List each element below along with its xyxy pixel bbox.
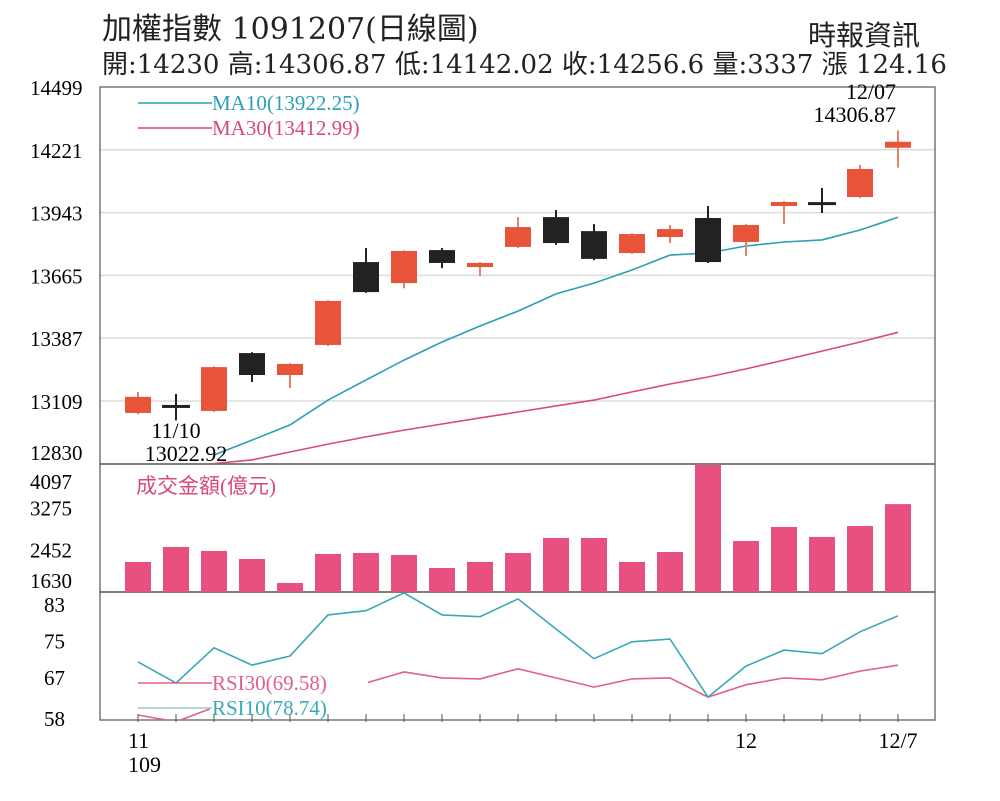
candle-body <box>429 250 455 263</box>
rsi30-legend: RSI30(69.58) <box>212 671 327 695</box>
volume-bar <box>163 547 189 592</box>
candle-body <box>808 202 836 206</box>
candle-body <box>505 227 531 247</box>
rsi-tick-label: 75 <box>44 629 65 653</box>
low-date-label: 11/10 <box>151 418 200 443</box>
price-tick-label: 12830 <box>30 441 83 465</box>
price-tick-label: 14221 <box>30 139 83 163</box>
price-tick-label: 13665 <box>30 264 83 288</box>
low-value-label: 13022.92 <box>145 441 228 466</box>
candle-body <box>353 262 379 293</box>
candle-body <box>277 363 303 376</box>
candle-body <box>467 262 493 268</box>
rsi10-legend: RSI10(78.74) <box>212 696 327 720</box>
candle-body <box>619 234 645 254</box>
candle-body <box>125 396 151 413</box>
volume-bar <box>733 540 759 592</box>
volume-bar <box>885 504 911 592</box>
candle-body <box>847 168 873 198</box>
volume-bar <box>809 536 835 592</box>
rsi10-line <box>137 592 899 699</box>
high-date-label: 12/07 <box>846 79 896 104</box>
x-label-year: 109 <box>128 752 161 777</box>
volume-bar <box>543 537 569 592</box>
rsi-tick-label: 83 <box>44 593 65 617</box>
volume-bar <box>239 559 265 592</box>
volume-bar <box>619 561 645 592</box>
volume-bar <box>429 568 455 592</box>
source-label: 時報資訊 <box>808 19 921 52</box>
candle-body <box>771 201 797 207</box>
high-value-label: 14306.87 <box>814 102 897 127</box>
volume-bar <box>505 552 531 592</box>
volume-bar <box>695 465 721 592</box>
x-label-start: 11 <box>128 728 149 753</box>
candle-body <box>201 367 227 411</box>
candle-body <box>733 225 759 242</box>
candle-body <box>162 404 190 408</box>
candle-body <box>581 231 607 259</box>
volume-bar <box>125 561 151 592</box>
volume-tick-label: 1630 <box>30 569 72 593</box>
ma10-legend: MA10(13922.25) <box>212 91 360 115</box>
x-label-end: 12/7 <box>878 728 917 753</box>
volume-bar <box>847 526 873 592</box>
rsi-tick-label: 67 <box>44 666 65 690</box>
candle-body <box>885 141 911 148</box>
volume-bar <box>467 561 493 592</box>
price-tick-label: 14499 <box>30 76 83 100</box>
candle-body <box>695 218 721 263</box>
ma10-line <box>213 216 899 456</box>
candle-body <box>239 353 265 376</box>
rsi-tick-label: 58 <box>44 707 65 731</box>
candle-body <box>543 217 569 244</box>
volume-bar <box>657 552 683 592</box>
volume-tick-label: 3275 <box>30 496 72 520</box>
volume-bar <box>353 552 379 592</box>
candle-body <box>391 250 417 284</box>
ma30-line <box>213 331 899 465</box>
price-tick-label: 13387 <box>30 327 83 351</box>
volume-bar <box>315 554 341 592</box>
price-tick-label: 13109 <box>30 390 83 414</box>
volume-bar <box>391 554 417 592</box>
chart-title: 加權指數 1091207(日線圖) <box>102 12 479 47</box>
volume-tick-label: 4097 <box>30 470 72 494</box>
volume-tick-label: 2452 <box>30 539 72 563</box>
candle-body <box>315 300 341 345</box>
volume-bar <box>581 537 607 592</box>
price-tick-label: 13943 <box>30 202 83 226</box>
rsi-legend-bg <box>210 668 368 714</box>
volume-bar <box>277 582 303 592</box>
quote-summary: 開:14230 高:14306.87 低:14142.02 收:14256.6 … <box>102 50 947 80</box>
candle-body <box>657 229 683 237</box>
ma30-legend: MA30(13412.99) <box>212 116 360 140</box>
x-label-mid: 12 <box>735 728 757 753</box>
volume-title: 成交金額(億元) <box>136 474 276 498</box>
volume-bar <box>771 526 797 592</box>
volume-bar <box>201 550 227 592</box>
